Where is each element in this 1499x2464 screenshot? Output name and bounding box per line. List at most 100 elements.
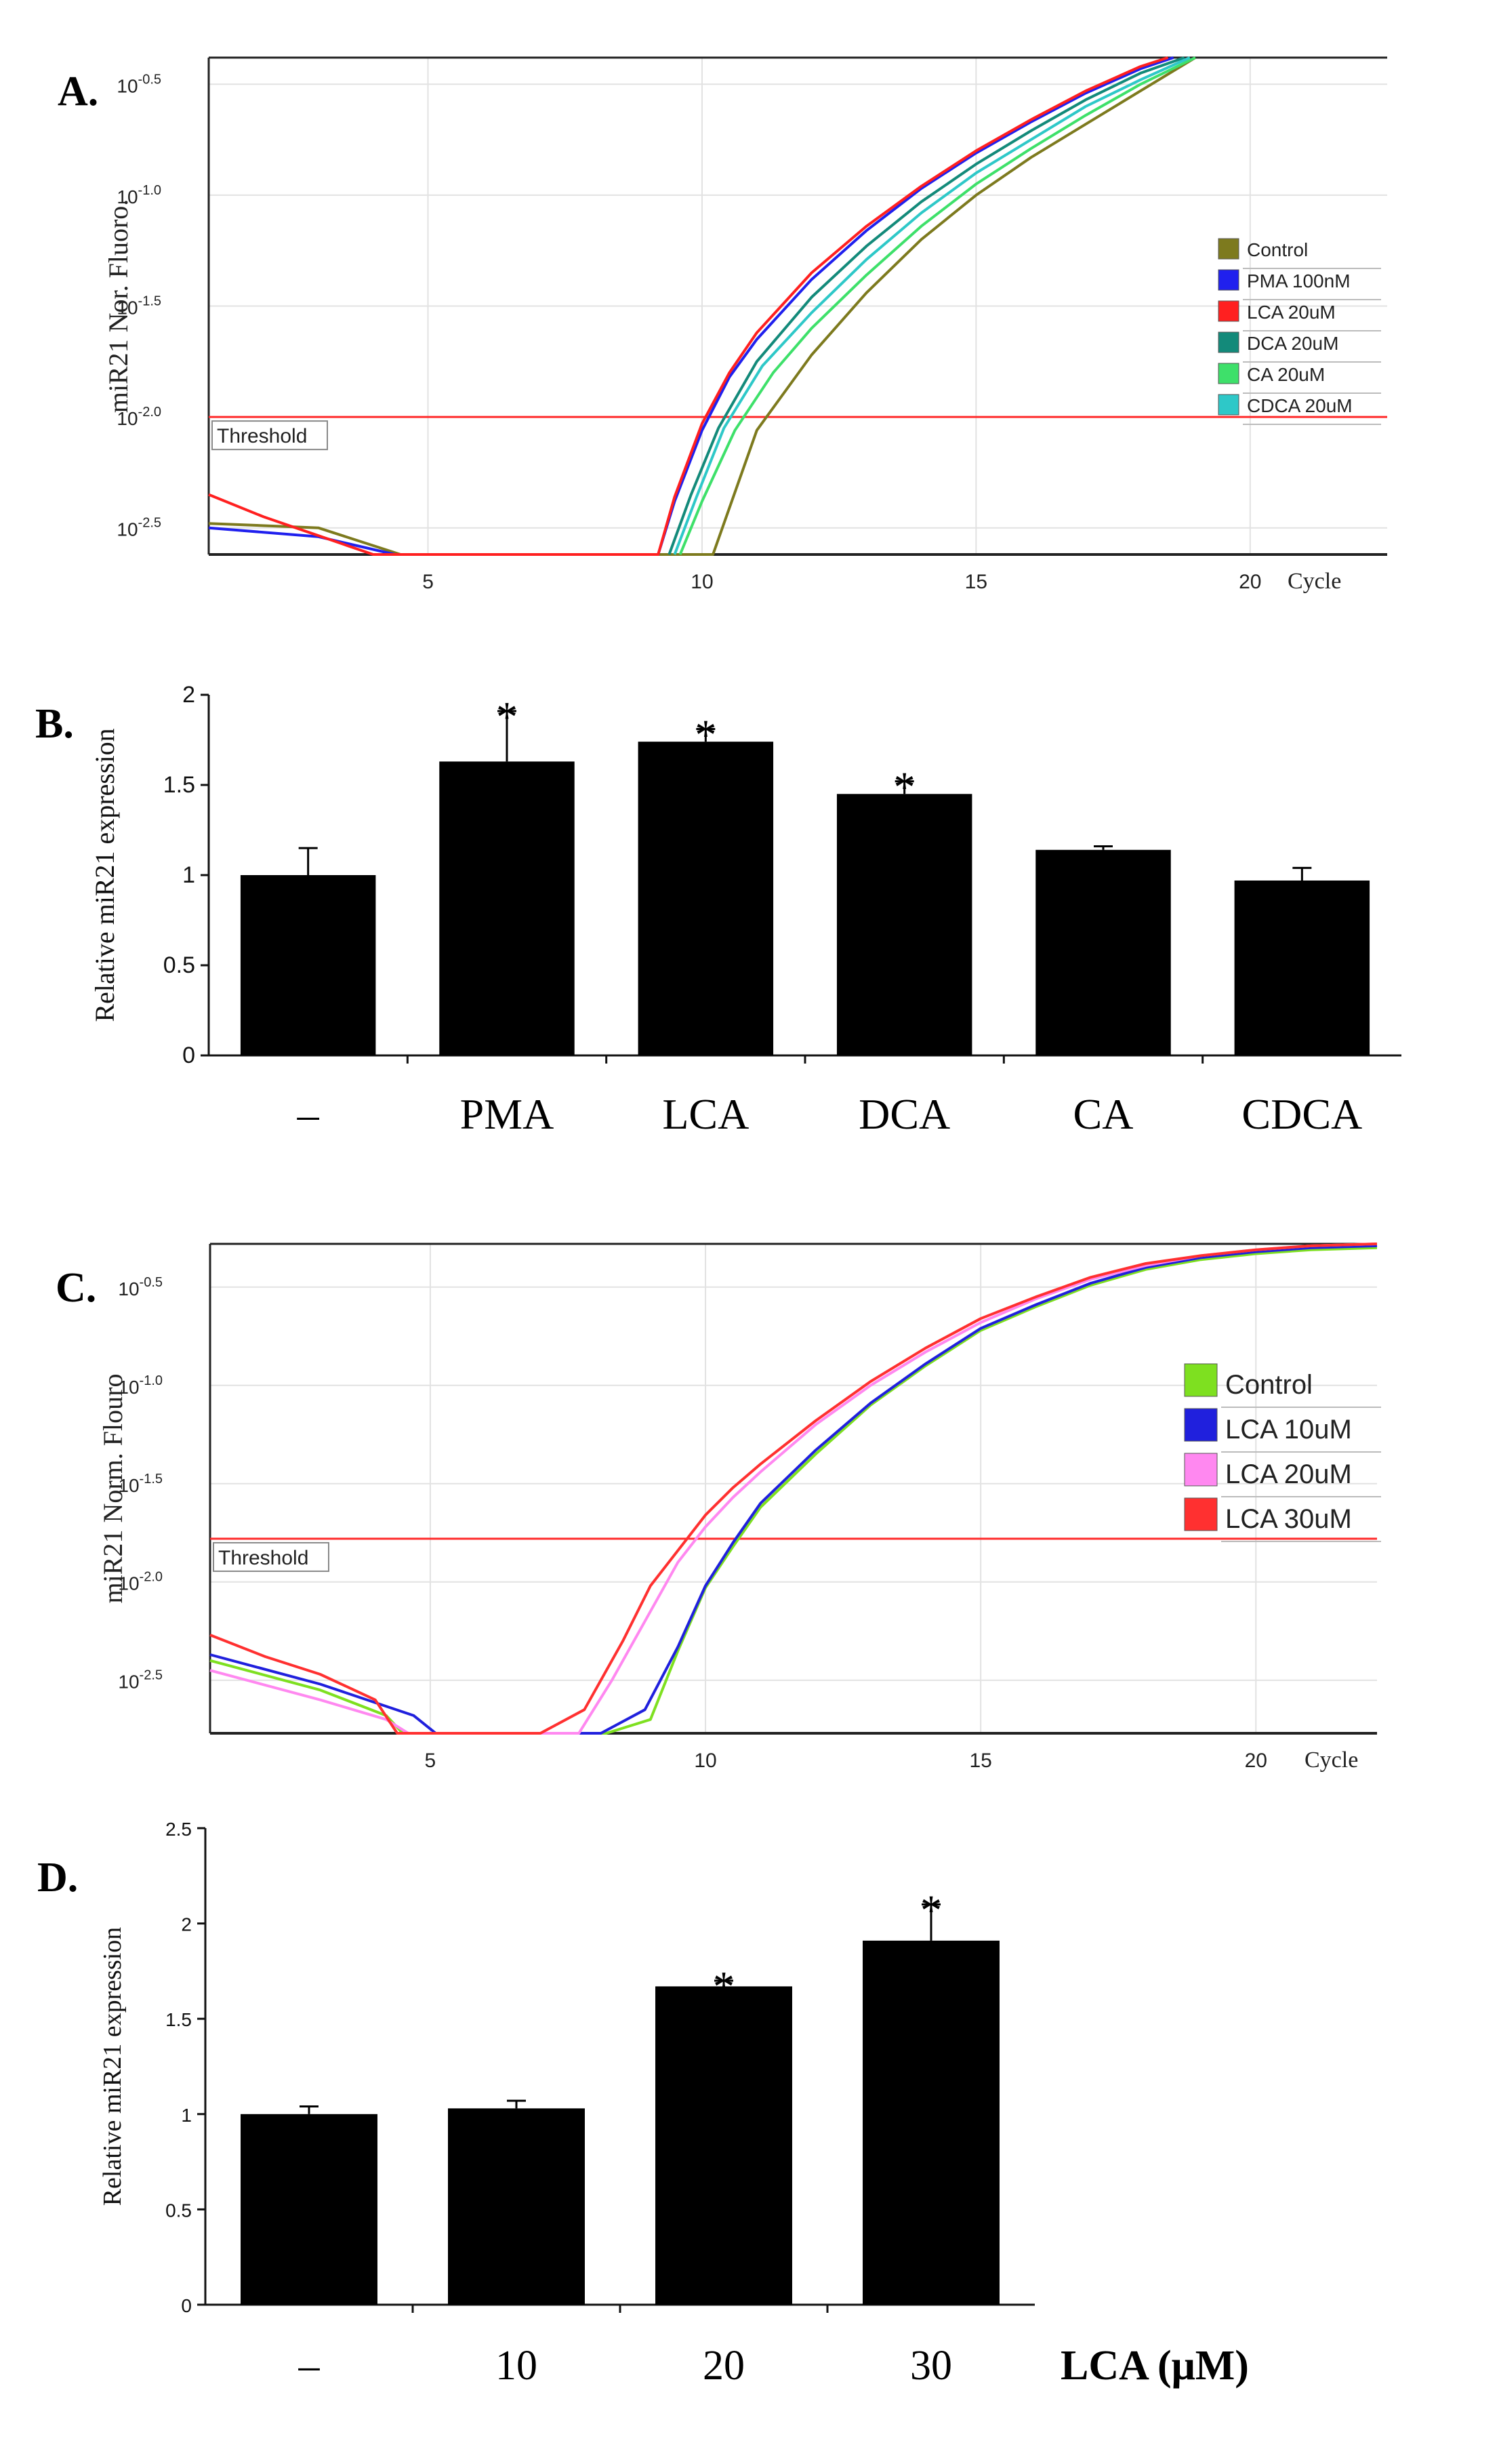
legend-swatch: [1218, 300, 1239, 322]
legend-swatch: [1218, 394, 1239, 416]
series-line-cdca-20um: [673, 56, 1191, 555]
series-line-lca-20um: [208, 56, 1169, 556]
legend-swatch: [1184, 1363, 1218, 1397]
y-tick-label: 10-1.5: [118, 1472, 163, 1496]
legend-label: LCA 20uM: [1247, 302, 1336, 323]
series-line-dca-20um: [668, 56, 1185, 555]
y-tick-base: 10: [118, 1672, 139, 1693]
x-axis-title: Cycle: [1288, 569, 1341, 594]
bar-0: [240, 875, 376, 1055]
y-tick-exponent: -1.0: [138, 183, 161, 198]
y-tick-base: 10: [118, 1278, 139, 1299]
y-tick-label: 1.5: [163, 772, 195, 798]
y-tick-exponent: -2.0: [140, 1570, 163, 1585]
x-tick-label: 20: [1239, 571, 1261, 593]
x-tick-label: 15: [969, 1750, 991, 1772]
x-tick-label: 10: [691, 571, 713, 593]
y-tick-label: 10-0.5: [117, 72, 161, 96]
significance-asterisk: *: [713, 1962, 735, 2011]
x-axis-title: LCA (μM): [1061, 2343, 1249, 2389]
y-tick-label: 1: [182, 862, 195, 888]
y-tick-exponent: -2.5: [140, 1668, 163, 1683]
bar-4: [1035, 849, 1171, 1055]
y-tick-base: 10: [117, 75, 138, 96]
x-tick-label: 15: [965, 571, 987, 593]
legend-label: Control: [1247, 239, 1308, 260]
x-tick-label: 10: [694, 1750, 716, 1772]
y-tick-exponent: -1.0: [140, 1373, 163, 1388]
y-tick-exponent: -1.5: [138, 294, 161, 309]
x-tick-label: 20: [1245, 1750, 1267, 1772]
y-tick-base: 10: [118, 1573, 139, 1594]
bar-0: [241, 2114, 377, 2305]
category-label: LCA: [662, 1090, 749, 1138]
panel-a-amplification-plot: Threshold10-0.510-1.010-1.510-2.010-2.55…: [103, 56, 1387, 594]
y-tick-label: 10-1.0: [117, 183, 161, 207]
y-tick-exponent: -2.5: [138, 516, 161, 531]
category-label: DCA: [859, 1090, 950, 1138]
legend-swatch: [1184, 1453, 1218, 1487]
y-tick-label: 10-1.0: [118, 1373, 163, 1398]
threshold-label-box: [211, 420, 328, 451]
y-tick-label: 1.5: [165, 2009, 192, 2030]
legend-swatch: [1218, 269, 1239, 291]
threshold-label-box: [213, 1541, 329, 1572]
legend-label: CA 20uM: [1247, 364, 1325, 385]
significance-asterisk: *: [894, 763, 916, 811]
panel-label-c: C.: [56, 1265, 96, 1311]
legend-swatch: [1184, 1497, 1218, 1531]
legend-swatch: [1218, 238, 1239, 260]
y-tick-base: 10: [118, 1377, 139, 1398]
category-label: –: [297, 1090, 320, 1138]
bar-3: [836, 794, 972, 1055]
threshold-label: Threshold: [218, 1547, 308, 1569]
panel-label-b: B.: [35, 701, 74, 747]
bar-1: [439, 761, 575, 1055]
legend-label: CDCA 20uM: [1247, 395, 1353, 416]
bar-5: [1234, 880, 1370, 1055]
y-tick-label: 2.5: [165, 1819, 192, 1840]
y-tick-base: 10: [117, 408, 138, 429]
y-tick-label: 10-1.5: [117, 294, 161, 319]
panel-d-bar-chart: 0 0.5 1 1.5 2 2.5 – 10 * 20 * 30 Relative miR21 expr…: [98, 1819, 1249, 2389]
series-line-lca-30um: [209, 1243, 1378, 1735]
legend-label: LCA 20uM: [1225, 1459, 1352, 1489]
x-tick-label: 5: [422, 571, 434, 593]
legend-label: DCA 20uM: [1247, 333, 1338, 354]
category-label: 30: [910, 2343, 952, 2389]
bar-2: [638, 742, 774, 1055]
y-tick-label: 0: [181, 2295, 192, 2316]
y-tick-label: 10-2.0: [117, 405, 161, 429]
legend-label: Control: [1225, 1370, 1313, 1400]
y-tick-label: 1: [181, 2105, 192, 2126]
legend-label: LCA 30uM: [1225, 1504, 1352, 1534]
bar-2: [655, 1986, 792, 2305]
bar-3: [863, 1940, 1000, 2305]
category-label: PMA: [460, 1090, 554, 1138]
y-tick-label: 0.5: [163, 952, 195, 978]
panel-b-bar-chart: 0 0.5 1 1.5 2 – * PMA * LCA * DCA CA CDCA Relative miR…: [89, 682, 1401, 1138]
legend-swatch: [1218, 363, 1239, 384]
category-label: 10: [495, 2343, 537, 2389]
y-tick-base: 10: [117, 519, 138, 540]
y-tick-label: 10-2.0: [118, 1570, 163, 1594]
panel-label-a: A.: [58, 68, 98, 115]
y-tick-label: 2: [181, 1914, 192, 1935]
y-axis-title: miR21 Norm. Flouro: [98, 1374, 128, 1604]
legend-label: PMA 100nM: [1247, 270, 1351, 291]
y-tick-label: 10-0.5: [118, 1275, 163, 1299]
category-label: CDCA: [1241, 1090, 1362, 1138]
category-label: –: [298, 2343, 321, 2389]
category-label: 20: [703, 2343, 745, 2389]
y-tick-label: 0.5: [165, 2200, 192, 2221]
y-tick-exponent: -2.0: [138, 405, 161, 420]
panel-label-d: D.: [37, 1855, 78, 1901]
y-tick-label: 2: [182, 682, 195, 708]
y-tick-exponent: -0.5: [140, 1275, 163, 1290]
legend-swatch: [1218, 331, 1239, 353]
y-tick-exponent: -1.5: [140, 1472, 163, 1487]
significance-asterisk: *: [920, 1886, 942, 1934]
y-tick-base: 10: [118, 1475, 139, 1496]
category-label: CA: [1073, 1090, 1134, 1138]
x-tick-label: 5: [425, 1750, 436, 1772]
